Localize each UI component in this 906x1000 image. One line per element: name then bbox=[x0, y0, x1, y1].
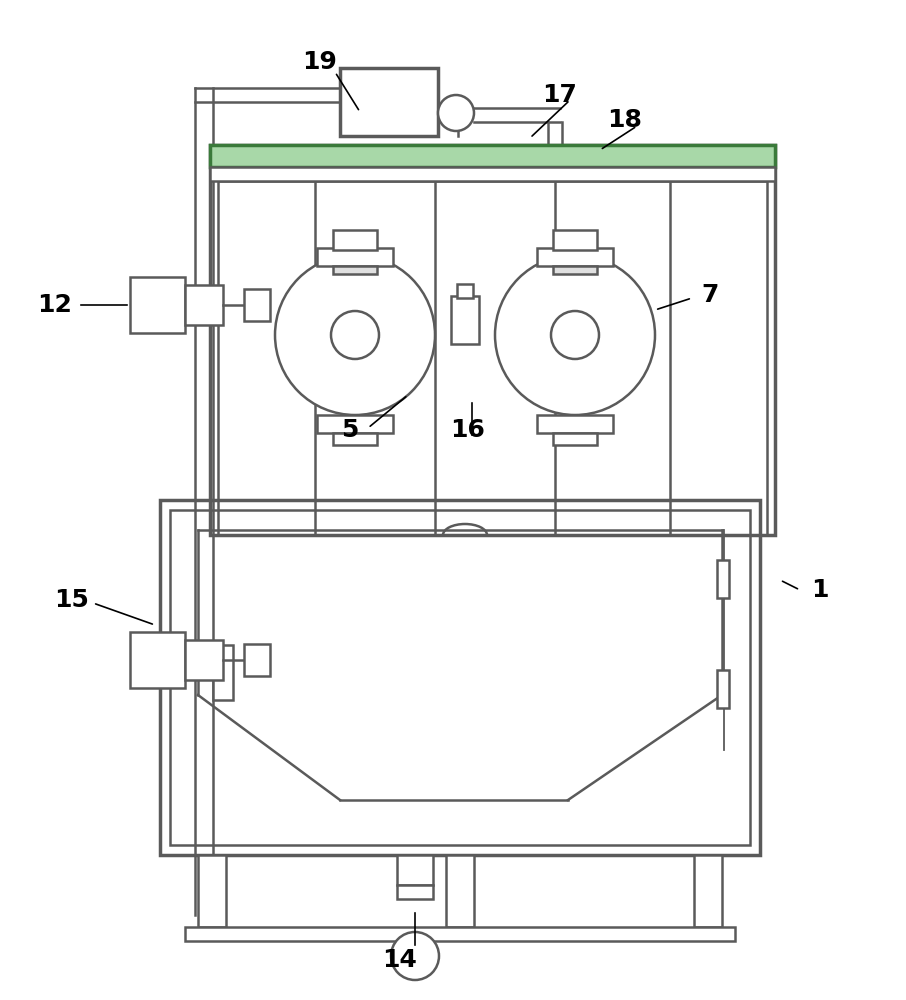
Circle shape bbox=[551, 311, 599, 359]
Circle shape bbox=[275, 255, 435, 415]
Text: 17: 17 bbox=[543, 83, 577, 107]
Bar bbox=[553, 230, 597, 250]
Bar bbox=[537, 248, 613, 266]
Bar bbox=[333, 230, 377, 250]
Bar bbox=[317, 415, 393, 433]
Bar bbox=[717, 670, 729, 708]
Bar bbox=[210, 145, 775, 167]
Text: 15: 15 bbox=[54, 588, 90, 612]
Bar bbox=[397, 855, 433, 885]
Circle shape bbox=[391, 932, 439, 980]
Text: 7: 7 bbox=[701, 283, 718, 307]
Bar bbox=[198, 855, 226, 927]
Bar bbox=[170, 510, 750, 845]
Bar bbox=[185, 927, 735, 941]
Circle shape bbox=[331, 311, 379, 359]
Bar bbox=[553, 266, 597, 274]
Text: 14: 14 bbox=[382, 948, 418, 972]
Bar bbox=[446, 855, 474, 927]
Bar bbox=[717, 560, 729, 598]
Text: 16: 16 bbox=[450, 418, 486, 442]
Bar bbox=[457, 284, 473, 298]
Bar bbox=[244, 289, 270, 321]
Bar bbox=[397, 885, 433, 899]
Bar bbox=[210, 145, 775, 535]
Circle shape bbox=[495, 255, 655, 415]
Text: 18: 18 bbox=[608, 108, 642, 132]
Bar bbox=[160, 500, 760, 855]
Bar bbox=[210, 167, 775, 181]
Text: 5: 5 bbox=[342, 418, 359, 442]
Bar bbox=[553, 433, 597, 445]
Bar bbox=[340, 68, 438, 136]
Bar bbox=[130, 632, 185, 688]
Text: 19: 19 bbox=[303, 50, 337, 74]
Circle shape bbox=[438, 95, 474, 131]
Bar bbox=[537, 415, 613, 433]
Bar bbox=[694, 855, 722, 927]
Bar bbox=[244, 644, 270, 676]
Bar bbox=[185, 640, 223, 680]
Bar bbox=[333, 266, 377, 274]
Bar bbox=[218, 181, 767, 535]
Bar bbox=[451, 296, 479, 344]
Text: 1: 1 bbox=[811, 578, 829, 602]
Bar bbox=[333, 433, 377, 445]
Text: 12: 12 bbox=[37, 293, 72, 317]
Bar bbox=[130, 277, 185, 333]
Bar bbox=[213, 645, 233, 700]
Bar bbox=[185, 285, 223, 325]
Bar bbox=[317, 248, 393, 266]
